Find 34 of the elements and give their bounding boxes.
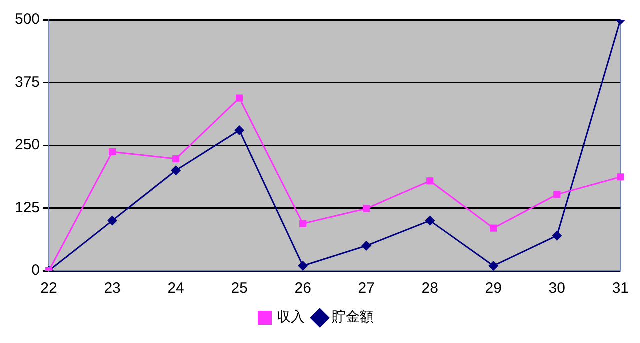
x-tick-label: 23 <box>104 280 121 298</box>
point <box>425 216 436 226</box>
legend-label: 貯金額 <box>332 310 374 326</box>
point <box>234 125 245 136</box>
y-tick-label: 375 <box>14 74 40 91</box>
x-tick-label: 29 <box>485 280 502 298</box>
point <box>552 230 562 241</box>
point <box>172 156 180 163</box>
y-tick-label: 125 <box>14 199 40 216</box>
x-tick-label: 26 <box>294 280 312 298</box>
x-tick-label: 25 <box>231 280 248 298</box>
x-tick-label: 28 <box>422 280 438 298</box>
point <box>363 205 370 212</box>
point <box>490 224 498 232</box>
x-tick-label: 31 <box>612 280 629 298</box>
point <box>554 191 561 198</box>
point <box>488 260 499 271</box>
point <box>362 240 372 251</box>
x-tick-label: 30 <box>548 280 566 298</box>
x-tick-label: 22 <box>40 280 58 298</box>
point <box>300 220 307 228</box>
point <box>236 94 244 102</box>
y-tick-label: 0 <box>32 262 40 280</box>
point <box>298 260 308 271</box>
y-tick-label: 500 <box>14 11 40 28</box>
point <box>108 216 118 226</box>
x-tick-label: 24 <box>168 280 184 298</box>
point <box>171 166 182 176</box>
x-tick-label: 27 <box>358 280 375 298</box>
point <box>109 148 116 156</box>
point <box>617 174 624 181</box>
point <box>426 178 434 185</box>
y-tick-label: 250 <box>14 136 40 154</box>
legend-label: 収入 <box>277 310 305 326</box>
